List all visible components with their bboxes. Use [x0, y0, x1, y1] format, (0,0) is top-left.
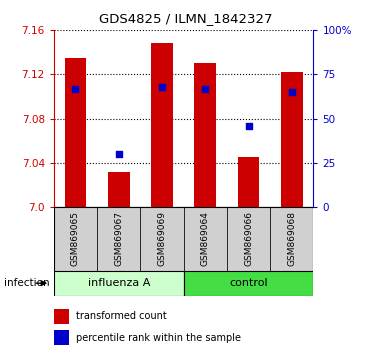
- Point: [246, 123, 252, 129]
- Text: transformed count: transformed count: [76, 311, 166, 321]
- Text: infection: infection: [4, 278, 49, 288]
- Text: GSM869064: GSM869064: [201, 211, 210, 267]
- Bar: [65, 58, 86, 207]
- Point: [159, 84, 165, 90]
- Bar: [184, 271, 313, 296]
- Bar: [54, 207, 97, 271]
- Bar: [108, 172, 129, 207]
- Point: [202, 86, 208, 91]
- Bar: [97, 207, 140, 271]
- Bar: [270, 207, 313, 271]
- Bar: [54, 271, 184, 296]
- Text: percentile rank within the sample: percentile rank within the sample: [76, 332, 241, 343]
- Bar: [151, 43, 173, 207]
- Bar: [238, 157, 259, 207]
- Text: influenza A: influenza A: [88, 278, 150, 288]
- Bar: [281, 72, 303, 207]
- Point: [116, 151, 122, 157]
- Text: GSM869065: GSM869065: [71, 211, 80, 267]
- Bar: [54, 330, 69, 345]
- Text: GSM869066: GSM869066: [244, 211, 253, 267]
- Point: [72, 86, 78, 91]
- Bar: [54, 309, 69, 324]
- Bar: [227, 207, 270, 271]
- Text: control: control: [229, 278, 268, 288]
- Text: GSM869068: GSM869068: [288, 211, 296, 267]
- Point: [289, 89, 295, 95]
- Bar: [184, 207, 227, 271]
- Bar: [194, 63, 216, 207]
- Text: GDS4825 / ILMN_1842327: GDS4825 / ILMN_1842327: [99, 12, 272, 25]
- Bar: [140, 207, 184, 271]
- Text: GSM869069: GSM869069: [158, 211, 167, 267]
- Text: GSM869067: GSM869067: [114, 211, 123, 267]
